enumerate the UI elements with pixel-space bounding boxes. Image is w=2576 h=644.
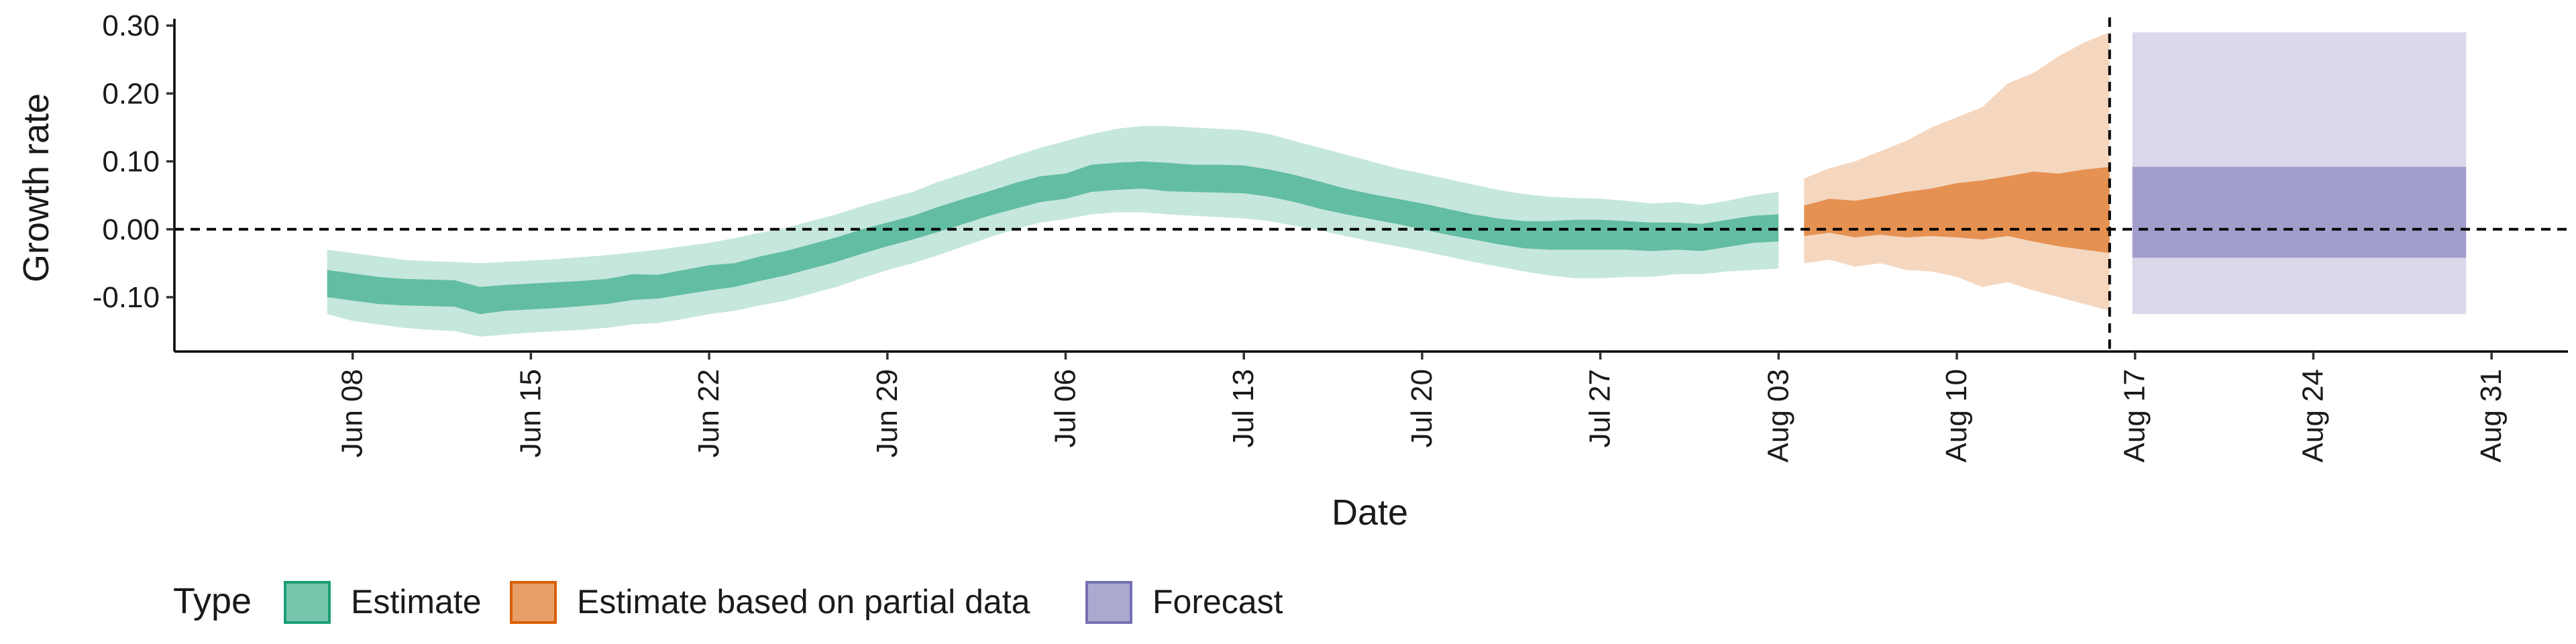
legend: Type Estimate Estimate based on partial da…	[173, 581, 1283, 624]
legend-label: Estimate based on partial data	[577, 583, 1030, 621]
x-tick-label: Aug 03	[1762, 369, 1794, 462]
x-tick-label: Jul 13	[1227, 369, 1260, 447]
forecast-band-50	[2132, 166, 2467, 258]
y-tick-label: 0.00	[102, 213, 160, 246]
x-tick-label: Aug 31	[2475, 369, 2508, 462]
tick-labels: 0.30 0.20 0.10 0.00 -0.10 Jun 08 Jun 15 Jun 22 J…	[93, 9, 2508, 462]
plot-bands	[327, 32, 2467, 337]
legend-swatch	[1085, 581, 1132, 624]
estimate-band-50	[327, 161, 1779, 315]
x-tick-label: Aug 17	[2118, 369, 2151, 462]
x-axis-title: Date	[1332, 492, 1408, 533]
x-tick-label: Jul 27	[1584, 369, 1617, 447]
x-tick-label: Jun 08	[336, 369, 369, 458]
x-tick-label: Aug 24	[2296, 369, 2329, 462]
axes	[166, 19, 2568, 360]
estimate-based-on-partial-data-band-90	[1804, 32, 2110, 311]
x-tick-label: Jun 15	[514, 369, 547, 458]
legend-title: Type	[173, 581, 252, 621]
x-tick-label: Jul 06	[1049, 369, 1082, 447]
legend-swatch	[284, 581, 331, 624]
legend-label: Estimate	[351, 583, 482, 621]
y-tick-label: 0.30	[102, 9, 160, 42]
estimate-based-on-partial-data-band-50	[1804, 166, 2110, 254]
x-tick-label: Jul 20	[1405, 369, 1438, 447]
x-tick-label: Jun 22	[692, 369, 725, 458]
y-tick-label: 0.10	[102, 146, 160, 178]
reference-lines	[174, 17, 2568, 352]
y-tick-label: -0.10	[93, 281, 160, 314]
x-tick-label: Aug 10	[1940, 369, 1973, 462]
x-tick-label: Jun 29	[871, 369, 904, 458]
y-tick-label: 0.20	[102, 77, 160, 110]
legend-swatch	[510, 581, 557, 624]
legend-label: Forecast	[1152, 583, 1283, 621]
y-axis-title: Growth rate	[16, 93, 56, 282]
